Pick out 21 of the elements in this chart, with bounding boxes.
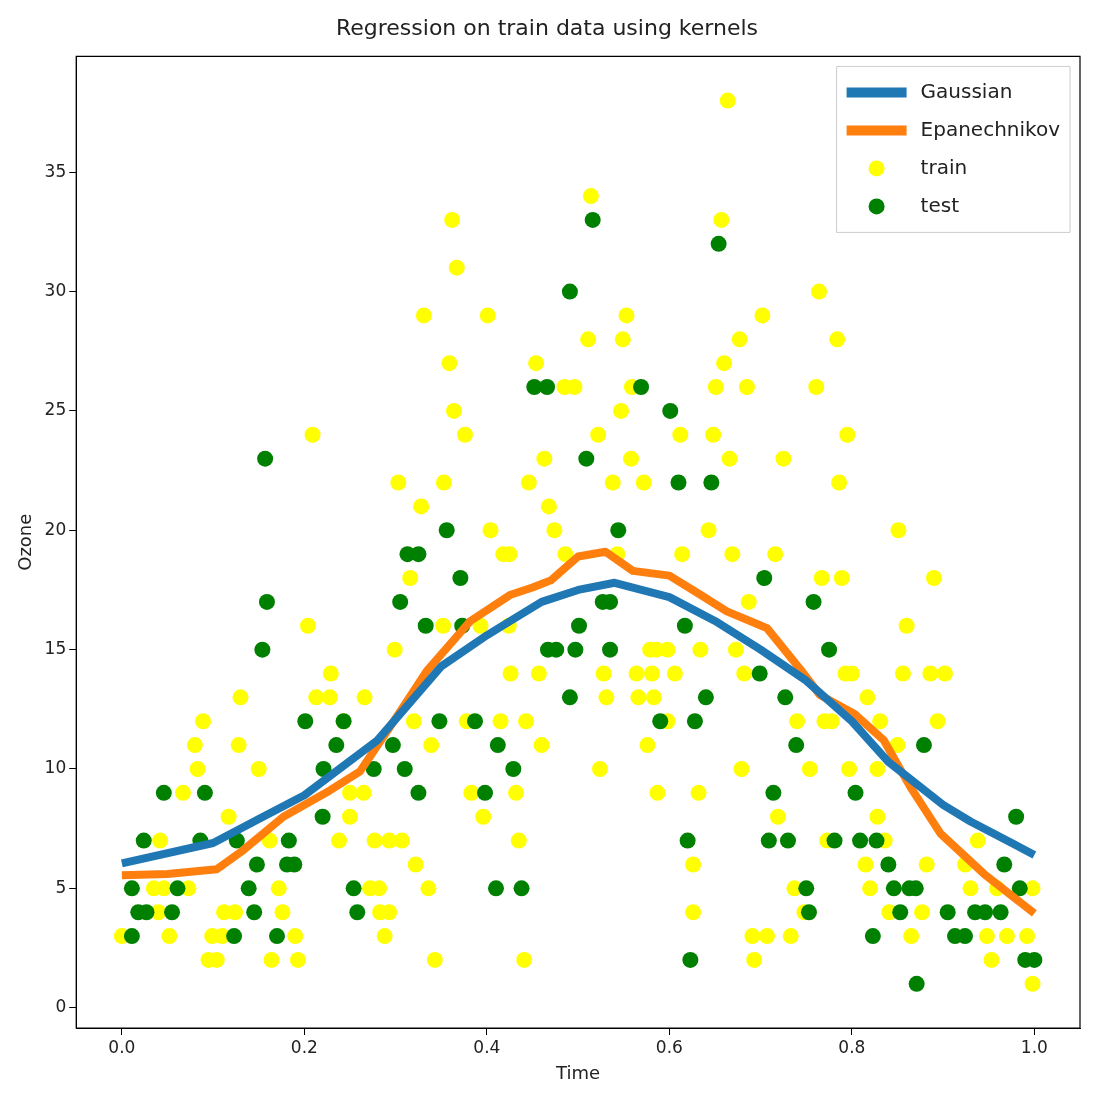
y-tick-label: 10	[44, 757, 67, 778]
legend-label: Epanechnikov	[920, 116, 1061, 141]
y-tick-label: 15	[44, 638, 67, 659]
y-tick-label: 0	[55, 996, 67, 1017]
y-tick-label: 20	[44, 518, 67, 539]
x-tick-label: 0.6	[655, 1036, 683, 1057]
legend-label: test	[920, 192, 960, 217]
x-tick-label: 0.2	[290, 1036, 318, 1057]
y-tick-label: 35	[44, 160, 67, 181]
x-axis-title: Time	[555, 1061, 601, 1083]
chart-title: Regression on train data using kernels	[335, 14, 759, 40]
x-tick-label: 1.0	[1020, 1036, 1048, 1057]
y-tick-label: 25	[44, 399, 67, 420]
x-tick-label: 0.4	[473, 1036, 501, 1057]
y-axis-title: Ozone	[14, 513, 36, 571]
x-tick-label: 0.8	[838, 1036, 866, 1057]
legend-label: Gaussian	[920, 78, 1013, 103]
x-tick-label: 0.0	[108, 1036, 136, 1057]
y-tick-label: 5	[55, 876, 67, 897]
y-tick-label: 30	[44, 279, 67, 300]
legend-label: train	[920, 154, 968, 179]
